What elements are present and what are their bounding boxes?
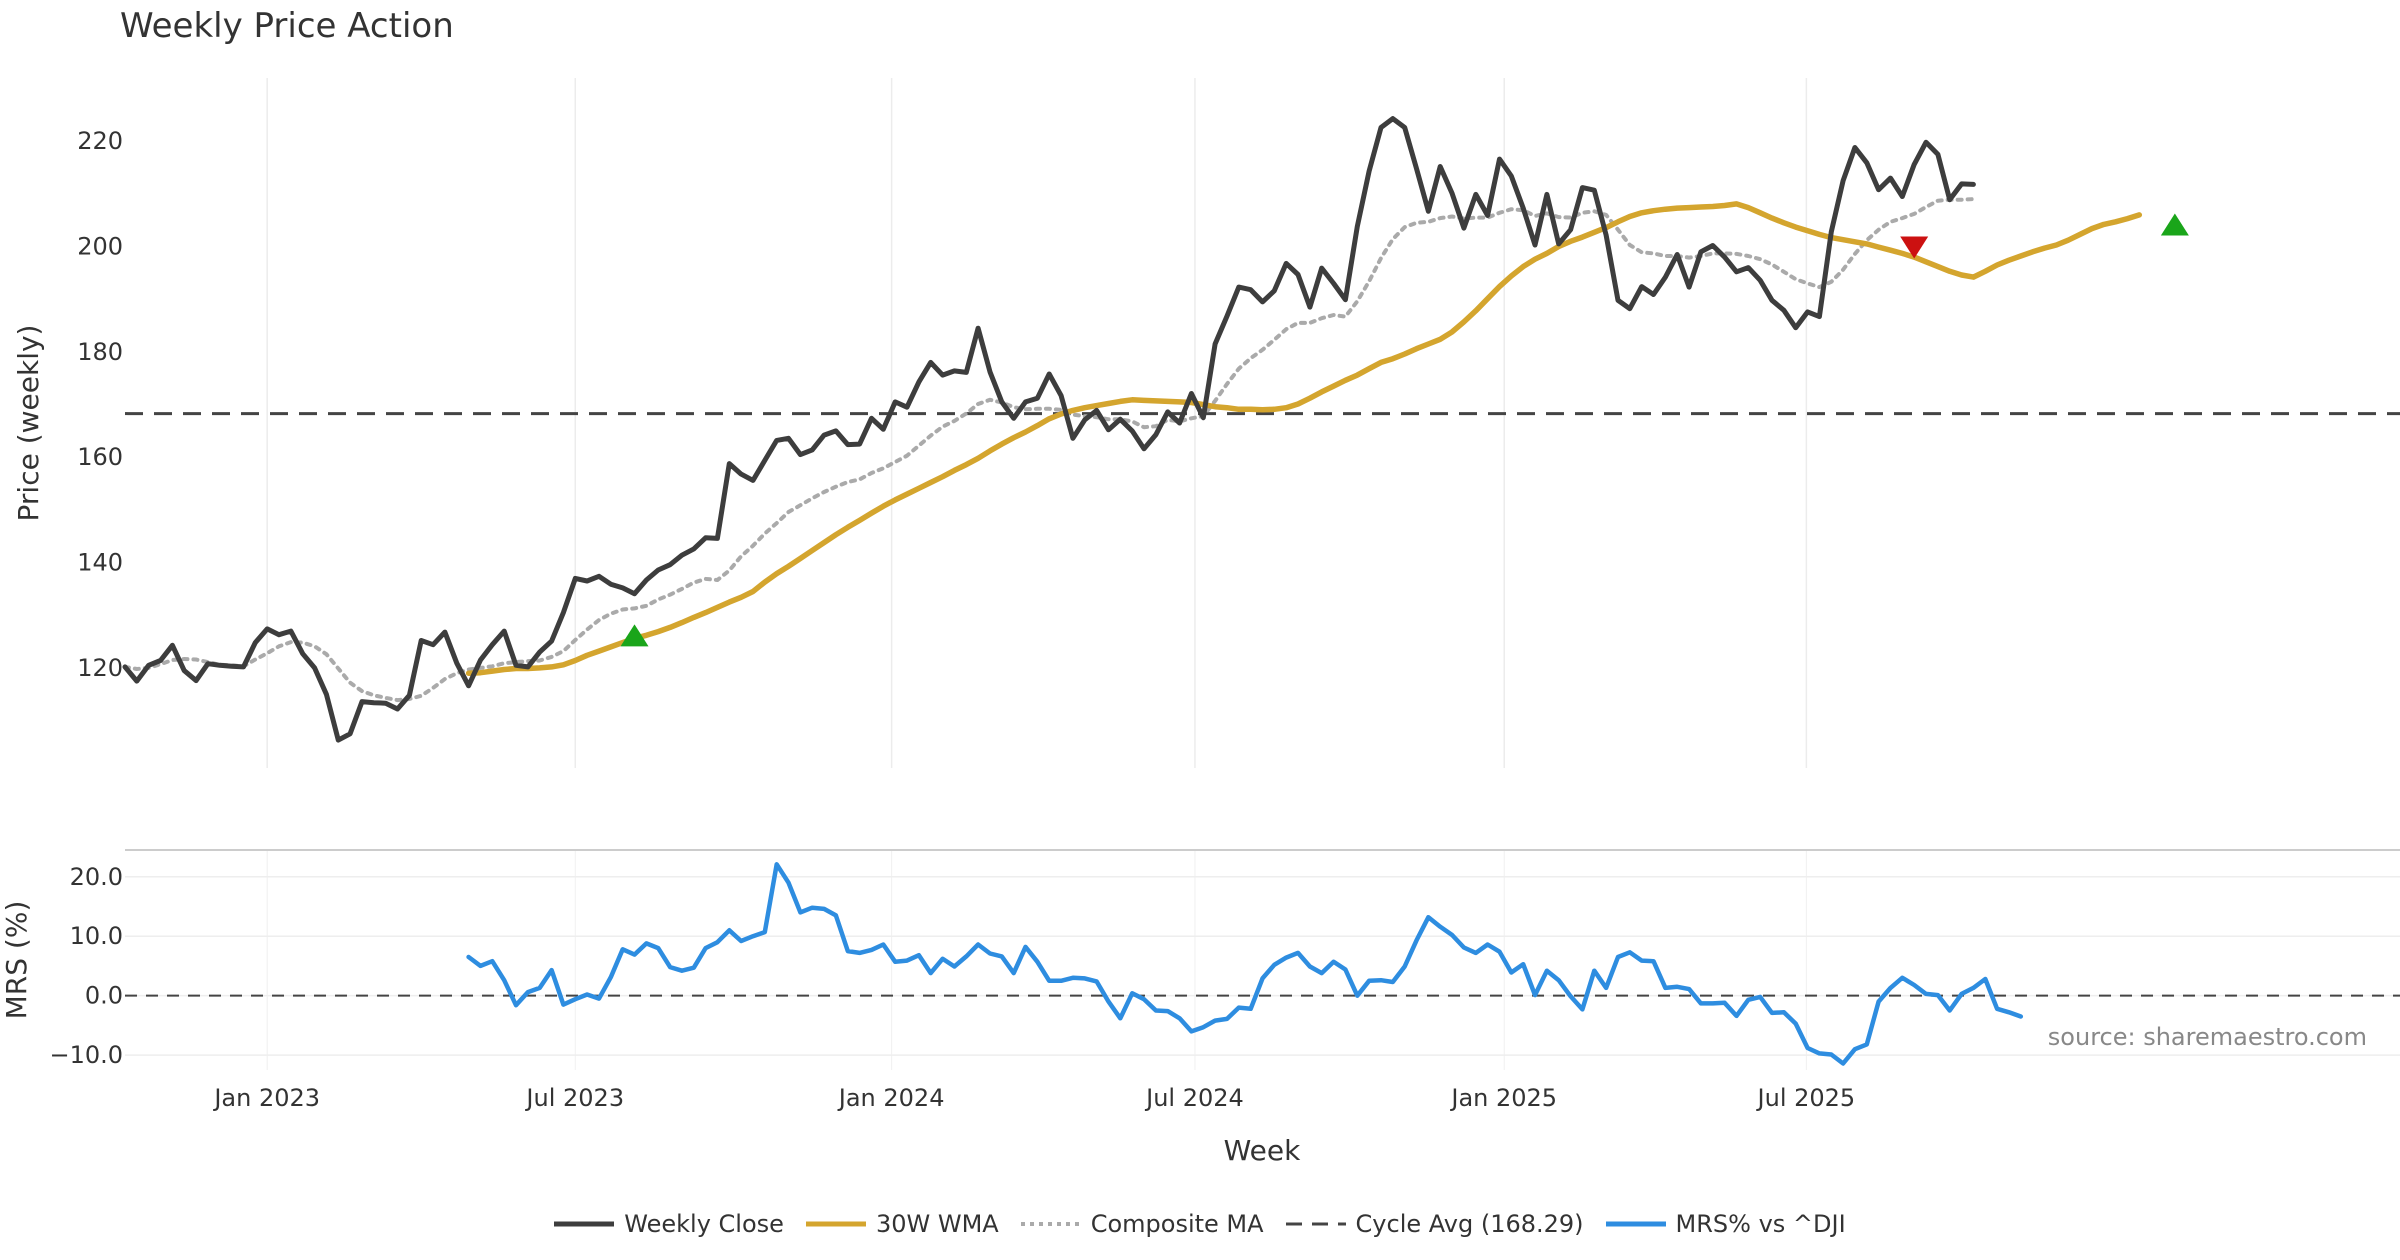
legend-label: Weekly Close — [624, 1210, 784, 1238]
legend-label: 30W WMA — [875, 1210, 999, 1238]
sell-signal-marker — [1900, 236, 1929, 259]
buy-signal-marker — [2160, 213, 2189, 236]
chart-title: Weekly Price Action — [120, 6, 454, 46]
y-axis-title: MRS (%) — [0, 901, 33, 1020]
chart-canvas: Jan 2023 Jul 2023 Jan 2024 Jul 2024 Jan 2025… — [0, 78, 2400, 1167]
x-tick-label: Jan 2024 — [837, 1084, 945, 1112]
buy-signal-marker — [620, 624, 649, 647]
legend-label: Cycle Avg (168.29) — [1355, 1210, 1584, 1238]
legend-item-weekly-close: Weekly Close — [554, 1210, 784, 1238]
x-tick-label: Jul 2024 — [1144, 1084, 1244, 1112]
legend: Weekly Close 30W WMA Composite MA Cycle … — [0, 1210, 2400, 1238]
y-tick-label: 160 — [77, 443, 123, 471]
y-tick-label: 20.0 — [70, 863, 123, 891]
y-tick-label: −10.0 — [49, 1041, 123, 1069]
x-tick-label: Jul 2023 — [524, 1084, 624, 1112]
legend-item-composite-ma: Composite MA — [1020, 1210, 1264, 1238]
y-tick-label: 200 — [77, 233, 123, 261]
legend-item-cycle-avg: Cycle Avg (168.29) — [1285, 1210, 1584, 1238]
y-axis-title: Price (weekly) — [12, 325, 45, 522]
y-tick-label: 120 — [77, 654, 123, 682]
x-tick-label: Jan 2023 — [212, 1084, 320, 1112]
composite-ma-line — [123, 197, 1976, 703]
x-tick-label: Jan 2025 — [1449, 1084, 1557, 1112]
y-tick-label: 220 — [77, 127, 123, 155]
weekly-close-line — [122, 116, 1976, 743]
y-tick-label: 0.0 — [85, 982, 123, 1010]
legend-item-30w-wma: 30W WMA — [805, 1210, 999, 1238]
x-axis-title: Week — [1224, 1134, 1301, 1167]
source-label: source: sharemaestro.com — [2048, 1023, 2367, 1051]
legend-label: Composite MA — [1090, 1210, 1264, 1238]
wma-30w-line — [465, 201, 2143, 676]
mrs-line — [466, 862, 2024, 1066]
legend-label: MRS% vs ^DJI — [1675, 1210, 1846, 1238]
x-tick-label: Jul 2025 — [1756, 1084, 1856, 1112]
y-tick-label: 140 — [77, 549, 123, 577]
y-tick-label: 10.0 — [70, 922, 123, 950]
legend-item-mrs: MRS% vs ^DJI — [1605, 1210, 1846, 1238]
y-tick-label: 180 — [77, 338, 123, 366]
